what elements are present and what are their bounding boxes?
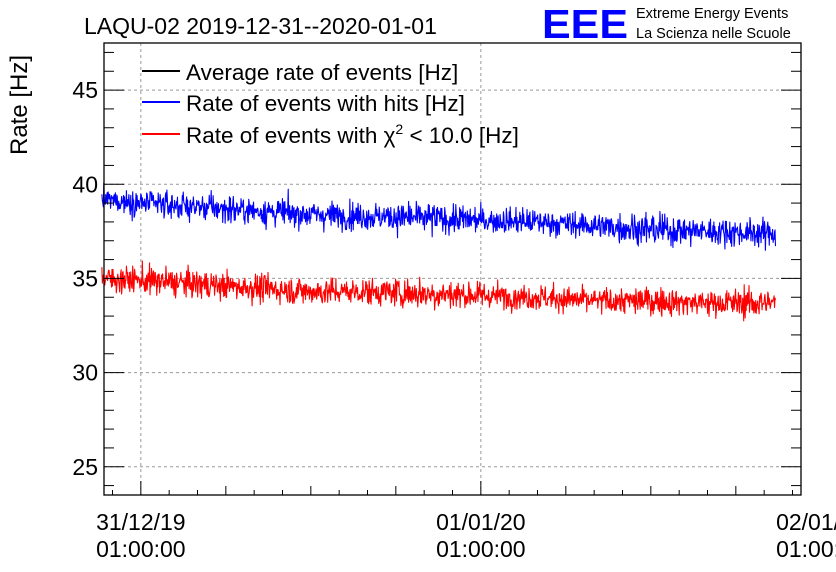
chart-title: LAQU-02 2019-12-31--2020-01-01 [84, 13, 437, 39]
legend-chi2-prefix: Rate of events with [186, 123, 384, 148]
legend-chi2-suffix: < 10.0 [Hz] [403, 123, 519, 148]
logo-letters: EEE [542, 1, 628, 47]
grid [104, 43, 801, 495]
x-tick-label-time: 01:00:00 [96, 536, 186, 562]
x-tick-label-date: 31/12/19 [96, 509, 186, 535]
series-layer [101, 182, 777, 322]
x-tick-label-time: 01:00:00 [436, 536, 526, 562]
logo-line2: La Scienza nelle Scuole [636, 26, 791, 42]
legend-chi2-symbol: χ [384, 123, 396, 148]
legend: Average rate of events [Hz] Rate of even… [142, 60, 519, 148]
logo-line1: Extreme Energy Events [636, 6, 788, 22]
legend-chi2-sup: 2 [395, 121, 403, 137]
axes: 253035404531/12/1901:00:0001/01/2001:00:… [72, 51, 836, 562]
y-axis-label: Rate [Hz] [6, 55, 33, 155]
y-tick-label: 25 [72, 454, 98, 480]
y-tick-label: 40 [72, 171, 98, 197]
legend-label-average: Average rate of events [Hz] [186, 60, 458, 85]
y-tick-label: 35 [72, 265, 98, 291]
x-tick-label-date: 01/01/20 [436, 509, 526, 535]
series-chi2-line [101, 260, 777, 322]
legend-label-hits: Rate of events with hits [Hz] [186, 91, 465, 116]
legend-label-chi2: Rate of events with χ2 < 10.0 [Hz] [186, 121, 519, 148]
x-tick-label-time: 01:00:00 [776, 536, 836, 562]
y-tick-label: 30 [72, 360, 98, 386]
series-hits-line [101, 182, 777, 251]
y-tick-label: 45 [72, 77, 98, 103]
eee-logo: EEE Extreme Energy Events La Scienza nel… [542, 1, 791, 47]
x-tick-label-date: 02/01/20 [776, 509, 836, 535]
